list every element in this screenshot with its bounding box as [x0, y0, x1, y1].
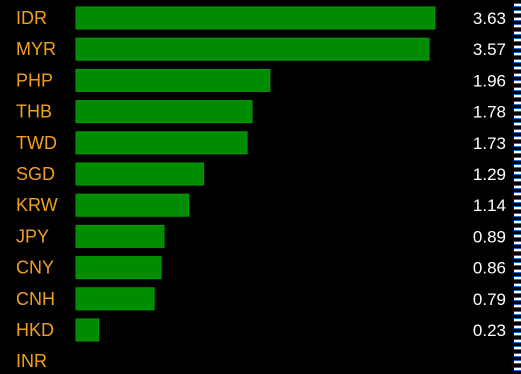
bar-thb [75, 100, 253, 124]
bar-php [75, 68, 271, 92]
value-label-sgd: 1.29 [473, 165, 506, 184]
category-label-php: PHP [16, 70, 53, 90]
value-label-jpy: 0.89 [473, 227, 506, 246]
bar-krw [75, 193, 190, 217]
category-label-krw: KRW [16, 195, 58, 215]
category-label-twd: TWD [16, 133, 57, 153]
value-label-thb: 1.78 [473, 103, 506, 122]
window-edge [514, 0, 521, 374]
category-label-inr: INR [16, 351, 47, 371]
value-label-cny: 0.86 [473, 259, 506, 278]
value-label-krw: 1.14 [473, 196, 506, 215]
category-label-sgd: SGD [16, 164, 55, 184]
category-label-idr: IDR [16, 8, 47, 28]
category-label-cnh: CNH [16, 289, 55, 309]
bar-myr [75, 37, 430, 61]
value-label-twd: 1.73 [473, 134, 506, 153]
bar-twd [75, 131, 248, 155]
category-label-myr: MYR [16, 39, 56, 59]
value-label-php: 1.96 [473, 71, 506, 90]
bar-jpy [75, 224, 165, 248]
value-label-hkd: 0.23 [473, 321, 506, 340]
bar-sgd [75, 162, 205, 186]
value-label-cnh: 0.79 [473, 290, 506, 309]
category-label-thb: THB [16, 102, 52, 122]
bar-cnh [75, 287, 155, 311]
value-label-idr: 3.63 [473, 9, 506, 28]
bar-cny [75, 256, 162, 280]
category-label-cny: CNY [16, 258, 54, 278]
category-label-hkd: HKD [16, 320, 54, 340]
bar-idr [75, 6, 436, 30]
value-label-myr: 3.57 [473, 40, 506, 59]
bar-hkd [75, 318, 100, 342]
category-label-jpy: JPY [16, 226, 49, 246]
